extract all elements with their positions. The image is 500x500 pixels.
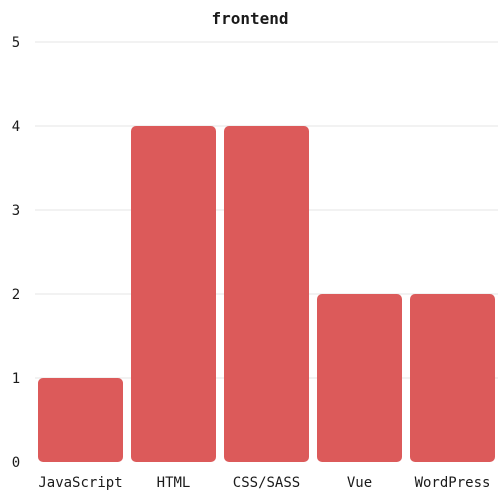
y-tick-label: 0: [12, 455, 20, 471]
x-tick-label: WordPress: [415, 475, 491, 491]
chart-title: frontend: [211, 9, 288, 28]
bar-css-sass: [224, 126, 309, 462]
y-tick-label: 1: [12, 371, 20, 387]
x-axis-ticks: JavaScript HTML CSS/SASS Vue WordPress: [38, 475, 490, 491]
y-tick-label: 4: [12, 119, 20, 135]
bars: [38, 126, 495, 462]
x-tick-label: JavaScript: [38, 475, 122, 491]
bar-javascript: [38, 378, 123, 462]
x-tick-label: HTML: [157, 475, 191, 491]
bar-html: [131, 126, 216, 462]
x-tick-label: Vue: [347, 475, 372, 491]
y-tick-label: 3: [12, 203, 20, 219]
y-axis-ticks: 0 1 2 3 4 5: [12, 35, 20, 471]
y-tick-label: 2: [12, 287, 20, 303]
y-tick-label: 5: [12, 35, 20, 51]
x-tick-label: CSS/SASS: [233, 475, 300, 491]
bar-wordpress: [410, 294, 495, 462]
bar-vue: [317, 294, 402, 462]
